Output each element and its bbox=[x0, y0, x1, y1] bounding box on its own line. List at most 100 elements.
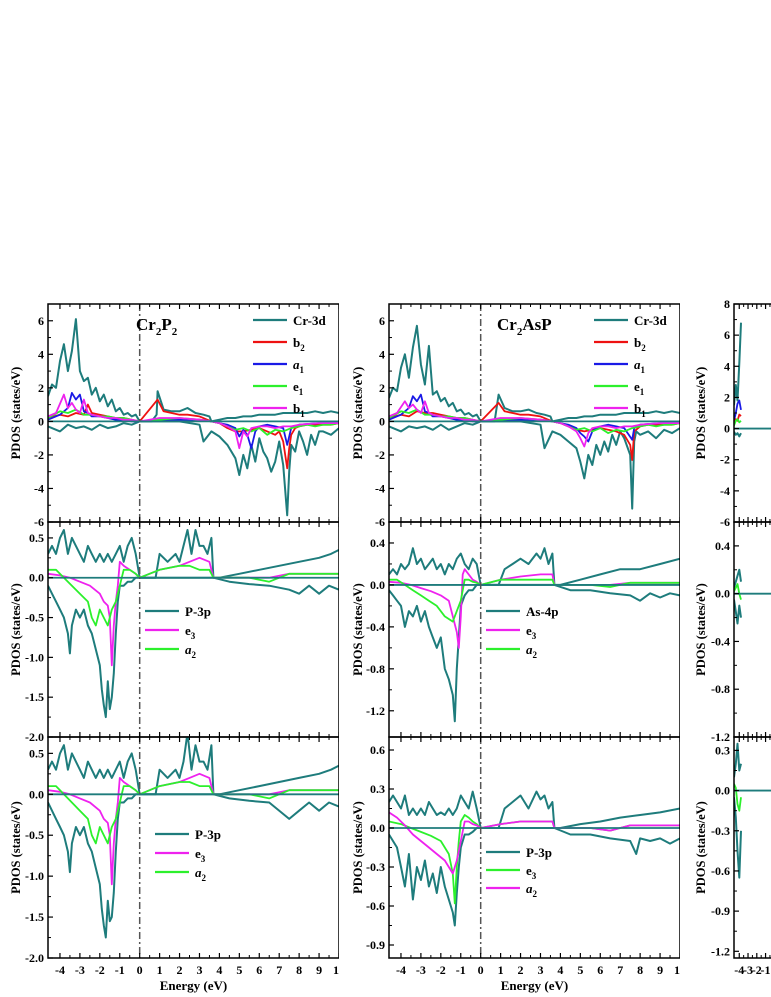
panel-frame bbox=[733, 736, 771, 959]
y-tick-label: 0.0 bbox=[715, 784, 730, 798]
x-tick-label: 1 bbox=[157, 963, 163, 977]
legend-label: e1 bbox=[634, 379, 645, 397]
panel-2-1: 6 4 2 0 -2 -4 -6 PDOS (states/eV) Cr-3d b2 a1 e1 b1 bbox=[351, 303, 680, 529]
y-axis-label: PDOS (states/eV) bbox=[694, 367, 708, 460]
y-axis-label: PDOS (states/eV) bbox=[351, 583, 365, 676]
series-line-teal bbox=[48, 318, 339, 423]
y-tick-label: -6 bbox=[375, 515, 385, 529]
y-tick-label: 6 bbox=[38, 314, 44, 328]
y-axis-label: PDOS (states/eV) bbox=[9, 801, 23, 894]
y-tick-label: -1.5 bbox=[25, 910, 44, 924]
y-tick-label: 6 bbox=[379, 314, 385, 328]
x-tick-label: -3 bbox=[743, 963, 753, 977]
series-line-teal bbox=[389, 420, 680, 510]
series-line-teal bbox=[389, 790, 680, 829]
y-tick-label: -1.0 bbox=[25, 650, 44, 664]
y-tick-label: 2 bbox=[38, 381, 44, 395]
y-tick-label: -1.2 bbox=[711, 944, 730, 958]
x-tick-label: -1 bbox=[115, 963, 125, 977]
series-line-magenta bbox=[389, 811, 680, 875]
legend-label: e3 bbox=[526, 863, 537, 881]
y-axis-label: PDOS (states/eV) bbox=[351, 801, 365, 894]
y-axis-label: PDOS (states/eV) bbox=[694, 583, 708, 676]
y-tick-label: -0.8 bbox=[366, 662, 385, 676]
series-line-magenta bbox=[48, 393, 339, 450]
legend-label: P-3p bbox=[526, 845, 552, 860]
x-tick-label: 4 bbox=[557, 963, 563, 977]
series-line-teal bbox=[48, 529, 339, 579]
y-tick-label: -2.0 bbox=[25, 730, 44, 744]
panel-frame bbox=[733, 521, 771, 738]
legend-label: a1 bbox=[634, 357, 646, 375]
y-tick-label: 0 bbox=[724, 422, 730, 436]
y-tick-label: 0 bbox=[38, 414, 44, 428]
x-tick-label: 5 bbox=[577, 963, 583, 977]
series-line-teal bbox=[734, 431, 742, 438]
x-tick-label: 2 bbox=[177, 963, 183, 977]
x-tick-label: 9 bbox=[316, 963, 322, 977]
series-group bbox=[48, 529, 339, 719]
y-tick-label: 8 bbox=[724, 297, 730, 311]
panel-frame bbox=[388, 521, 680, 738]
series-line-green bbox=[734, 418, 742, 426]
y-tick-label: -0.3 bbox=[711, 824, 730, 838]
x-tick-label: -4 bbox=[734, 963, 744, 977]
panel-3-3: 0.3 0.0 -0.3 -0.6 -0.9 -1.2 PDOS (states/eV) -4… bbox=[694, 736, 771, 977]
x-tick-label: 4 bbox=[216, 963, 222, 977]
series-line-teal bbox=[734, 599, 742, 625]
y-tick-label: 0.0 bbox=[715, 587, 730, 601]
y-tick-label: -1.2 bbox=[711, 730, 730, 744]
y-axis-label: PDOS (states/eV) bbox=[9, 583, 23, 676]
series-line-green bbox=[734, 783, 742, 812]
y-tick-label: -2 bbox=[34, 448, 44, 462]
x-tick-label: -3 bbox=[416, 963, 426, 977]
compound-title: Cr2P2 bbox=[136, 315, 178, 338]
y-tick-label: -1.2 bbox=[366, 704, 385, 718]
y-axis-label: PDOS (states/eV) bbox=[9, 367, 23, 460]
y-tick-label: -0.5 bbox=[25, 611, 44, 625]
y-tick-label: -0.6 bbox=[366, 899, 385, 913]
y-tick-label: -0.6 bbox=[711, 864, 730, 878]
series-line-teal bbox=[48, 737, 339, 796]
series-line-teal bbox=[734, 322, 742, 406]
x-tick-label: 0 bbox=[137, 963, 143, 977]
y-tick-label: -0.9 bbox=[366, 938, 385, 952]
x-tick-label: 6 bbox=[256, 963, 262, 977]
panel-2-3: 0.6 0.3 0.0 -0.3 -0.6 -0.9 PDOS (states/eV) P-3… bbox=[351, 736, 680, 993]
x-tick-label: 6 bbox=[597, 963, 603, 977]
y-tick-label: -0.4 bbox=[711, 634, 730, 648]
y-tick-label: -1.5 bbox=[25, 690, 44, 704]
y-tick-label: -4 bbox=[720, 484, 730, 498]
y-tick-label: -0.9 bbox=[711, 904, 730, 918]
legend-label: b2 bbox=[293, 335, 305, 353]
y-tick-label: 0.5 bbox=[29, 531, 44, 545]
legend-label: a2 bbox=[526, 642, 538, 660]
y-tick-label: 4 bbox=[379, 347, 385, 361]
compound-title: Cr2AsP bbox=[497, 315, 552, 338]
y-tick-label: -4 bbox=[375, 481, 385, 495]
series-line-teal bbox=[48, 576, 339, 719]
y-tick-label: 0.4 bbox=[715, 539, 730, 553]
series-line-green bbox=[389, 578, 680, 623]
y-tick-label: 0.6 bbox=[370, 743, 385, 757]
x-tick-label: 8 bbox=[296, 963, 302, 977]
panel-1-3: 0.5 0.0 -0.5 -1.0 -1.5 -2.0 PDOS (states/eV) P-… bbox=[9, 736, 339, 993]
x-tick-label: -4 bbox=[55, 963, 65, 977]
y-tick-label: -0.8 bbox=[711, 682, 730, 696]
x-tick-label: 0 bbox=[478, 963, 484, 977]
x-tick-label: 7 bbox=[276, 963, 282, 977]
x-tick-label: -2 bbox=[752, 963, 762, 977]
x-axis-label: Energy (eV) bbox=[501, 978, 569, 993]
x-tick-label: -2 bbox=[95, 963, 105, 977]
panel-3-1: 8 6 4 2 0 -2 -4 -6 PDOS (states/eV) bbox=[694, 297, 771, 529]
panel-1-1: 6 4 2 0 -2 -4 -6 PDOS (states/eV) Cr-3d b2 a1 e1 b1 bbox=[9, 303, 339, 529]
y-tick-label: -0.5 bbox=[25, 828, 44, 842]
legend-label: b2 bbox=[634, 335, 646, 353]
y-tick-label: 0.0 bbox=[370, 821, 385, 835]
panel-2-2: 0.4 0.0 -0.4 -0.8 -1.2 PDOS (states/eV) As-4p e… bbox=[351, 521, 680, 738]
y-tick-label: 2 bbox=[724, 390, 730, 404]
legend-label: e3 bbox=[185, 623, 196, 641]
series-line-magenta bbox=[389, 400, 680, 448]
y-tick-label: -2 bbox=[375, 448, 385, 462]
